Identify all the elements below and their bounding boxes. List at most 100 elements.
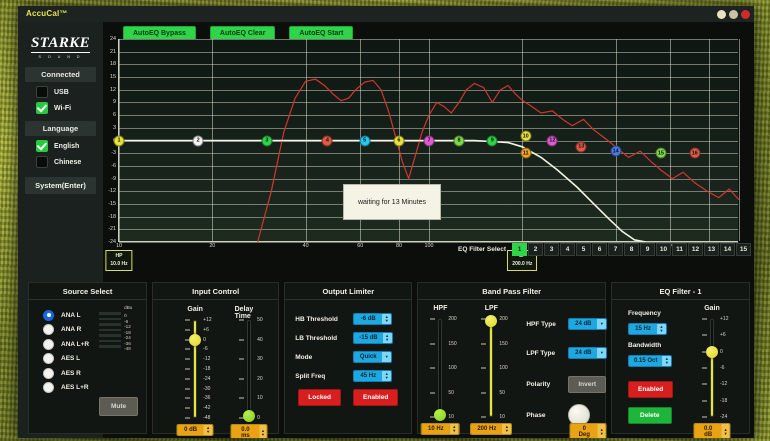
maximize-icon[interactable] <box>729 10 738 19</box>
lpf-slider-knob[interactable] <box>485 315 498 327</box>
gain-slider-knob[interactable] <box>189 334 202 346</box>
eq-band-marker[interactable]: 15 <box>655 147 667 159</box>
lpf-spinner-arrows-icon[interactable]: ▲ ▼ <box>502 424 512 434</box>
eq-frequency-field[interactable]: 15 Hz ▲ ▼ <box>628 323 667 335</box>
eq-band-marker[interactable]: 5 <box>359 135 371 146</box>
limiter-enabled-button[interactable]: Enabled <box>353 389 399 406</box>
spinner-arrows-icon[interactable]: ▲ ▼ <box>382 371 392 381</box>
eq-enabled-button[interactable]: Enabled <box>628 381 674 398</box>
hpf-value-spinner[interactable]: 10 Hz ▲ ▼ <box>421 423 460 435</box>
phase-spinner-arrows-icon[interactable]: ▲ ▼ <box>597 424 606 438</box>
hp-marker[interactable]: HP 10.0 Hz <box>105 250 133 271</box>
source-option-row[interactable]: AES L+R <box>43 382 146 393</box>
source-radio[interactable] <box>43 367 54 379</box>
source-option-row[interactable]: ANA L+R <box>43 338 146 350</box>
source-option-row[interactable]: ANA L <box>43 309 146 321</box>
eq-filter-select-option[interactable]: 6 <box>592 243 608 256</box>
gain-slider-track[interactable] <box>193 320 198 418</box>
wifi-checkbox[interactable] <box>36 102 48 114</box>
eq-filter-select-option[interactable]: 1 <box>512 243 528 256</box>
eq-band-marker[interactable]: 3 <box>261 135 273 146</box>
eq-band-marker[interactable]: 8 <box>453 135 465 146</box>
eq-band-marker[interactable]: 2 <box>192 135 204 146</box>
lpf-type-chevron-down-icon[interactable]: ▼ <box>597 348 607 358</box>
eq-filter-select-option[interactable]: 2 <box>528 243 544 256</box>
source-radio[interactable] <box>43 324 54 335</box>
eq-bandwidth-field[interactable]: 0.15 Oct ▲ ▼ <box>628 355 673 367</box>
hpf-slider-track[interactable] <box>438 319 443 417</box>
source-option-row[interactable]: AES R <box>43 367 146 379</box>
eq-band-marker[interactable]: 11 <box>520 147 532 159</box>
eq-filter-select-option[interactable]: 14 <box>720 243 736 256</box>
lpf-value-spinner[interactable]: 200 Hz ▲ ▼ <box>470 423 513 435</box>
connection-option-wifi[interactable]: Wi-Fi <box>36 102 103 114</box>
lpf-type-dropdown[interactable]: 24 dB ▼ <box>568 347 608 359</box>
eq-filter-select-option[interactable]: 13 <box>704 243 720 256</box>
limiter-spinner[interactable]: 45 Hz ▲ ▼ <box>353 370 393 382</box>
hpf-type-chevron-down-icon[interactable]: ▼ <box>597 319 607 329</box>
eq-band-marker[interactable]: 16 <box>689 147 701 159</box>
eq-band-marker[interactable]: 10 <box>520 130 532 142</box>
limiter-locked-button[interactable]: Locked <box>298 389 342 406</box>
limiter-spinner[interactable]: -6 dB ▲ ▼ <box>353 313 393 325</box>
delay-value-spinner[interactable]: 0.0 ms ▲ ▼ <box>230 424 268 438</box>
english-checkbox[interactable] <box>36 140 48 152</box>
source-radio[interactable] <box>43 382 54 393</box>
delay-slider-track[interactable] <box>247 320 252 418</box>
connection-option-usb[interactable]: USB <box>36 86 103 98</box>
close-icon[interactable] <box>741 10 750 19</box>
system-enter-button[interactable]: System(Enter) <box>25 177 96 194</box>
phase-value-spinner[interactable]: 0 Deg ▲ ▼ <box>569 423 607 438</box>
eq-gain-track[interactable] <box>710 319 714 417</box>
limiter-spinner[interactable]: -15 dB ▲ ▼ <box>353 332 393 344</box>
mute-button[interactable]: Mute <box>98 397 139 416</box>
eq-filter-select-option[interactable]: 5 <box>576 243 592 256</box>
eq-filter-select-option[interactable]: 12 <box>688 243 704 256</box>
source-option-row[interactable]: AES L <box>43 353 146 364</box>
gain-spinner-arrows-icon[interactable]: ▲ ▼ <box>203 425 213 435</box>
eq-bandwidth-spinner-arrows-icon[interactable]: ▲ ▼ <box>662 356 672 366</box>
language-option-english[interactable]: English <box>36 140 103 152</box>
source-radio[interactable] <box>43 309 54 321</box>
delay-spinner-arrows-icon[interactable]: ▲ ▼ <box>259 425 267 438</box>
eq-band-marker[interactable]: 13 <box>575 141 587 153</box>
chinese-checkbox[interactable] <box>36 156 48 168</box>
hpf-slider-knob[interactable] <box>434 409 447 421</box>
eq-delete-button[interactable]: Delete <box>628 407 672 424</box>
eq-filter-select-option[interactable]: 9 <box>640 243 656 256</box>
eq-band-marker[interactable]: 6 <box>393 135 405 146</box>
eq-band-marker[interactable]: 12 <box>546 135 558 146</box>
chevron-down-icon[interactable]: ▼ <box>382 352 392 362</box>
source-radio[interactable] <box>43 353 54 364</box>
usb-checkbox[interactable] <box>36 86 48 98</box>
lpf-slider-track[interactable] <box>489 319 494 417</box>
eq-filter-select-option[interactable]: 10 <box>656 243 672 256</box>
eq-filter-select-option[interactable]: 3 <box>544 243 560 256</box>
eq-band-marker[interactable]: 7 <box>423 135 435 146</box>
eq-band-marker[interactable]: 1 <box>113 135 125 146</box>
eq-frequency-spinner-arrows-icon[interactable]: ▲ ▼ <box>657 324 666 334</box>
eq-filter-select-option[interactable]: 11 <box>672 243 688 256</box>
minimize-icon[interactable] <box>717 10 726 19</box>
eq-filter-select-option[interactable]: 4 <box>560 243 576 256</box>
eq-band-marker[interactable]: 9 <box>486 135 498 146</box>
hpf-type-dropdown[interactable]: 24 dB ▼ <box>568 318 608 330</box>
gain-value-spinner[interactable]: 0 dB ▲ ▼ <box>176 424 214 436</box>
spinner-arrows-icon[interactable]: ▲ ▼ <box>382 314 392 324</box>
limiter-dropdown[interactable]: Quick ▼ <box>353 351 393 363</box>
eq-gain-knob[interactable] <box>706 346 718 358</box>
source-radio[interactable] <box>43 338 54 350</box>
eq-band-marker[interactable]: 4 <box>321 135 333 146</box>
eq-filter-select-option[interactable]: 15 <box>736 243 752 256</box>
eq-filter-select-option[interactable]: 8 <box>624 243 640 256</box>
eq-band-marker[interactable]: 14 <box>610 145 622 157</box>
eq-gain-spinner-arrows-icon[interactable]: ▲ ▼ <box>721 424 730 438</box>
eq-filter-select-option[interactable]: 7 <box>608 243 624 256</box>
hpf-spinner-arrows-icon[interactable]: ▲ ▼ <box>449 424 459 434</box>
delay-slider-knob[interactable] <box>243 410 256 422</box>
eq-gain-value-spinner[interactable]: 0.0 dB ▲ ▼ <box>693 423 731 438</box>
source-option-row[interactable]: ANA R <box>43 324 146 335</box>
spinner-arrows-icon[interactable]: ▲ ▼ <box>382 333 392 343</box>
polarity-invert-button[interactable]: Invert <box>568 376 607 393</box>
language-option-chinese[interactable]: Chinese <box>36 156 103 168</box>
